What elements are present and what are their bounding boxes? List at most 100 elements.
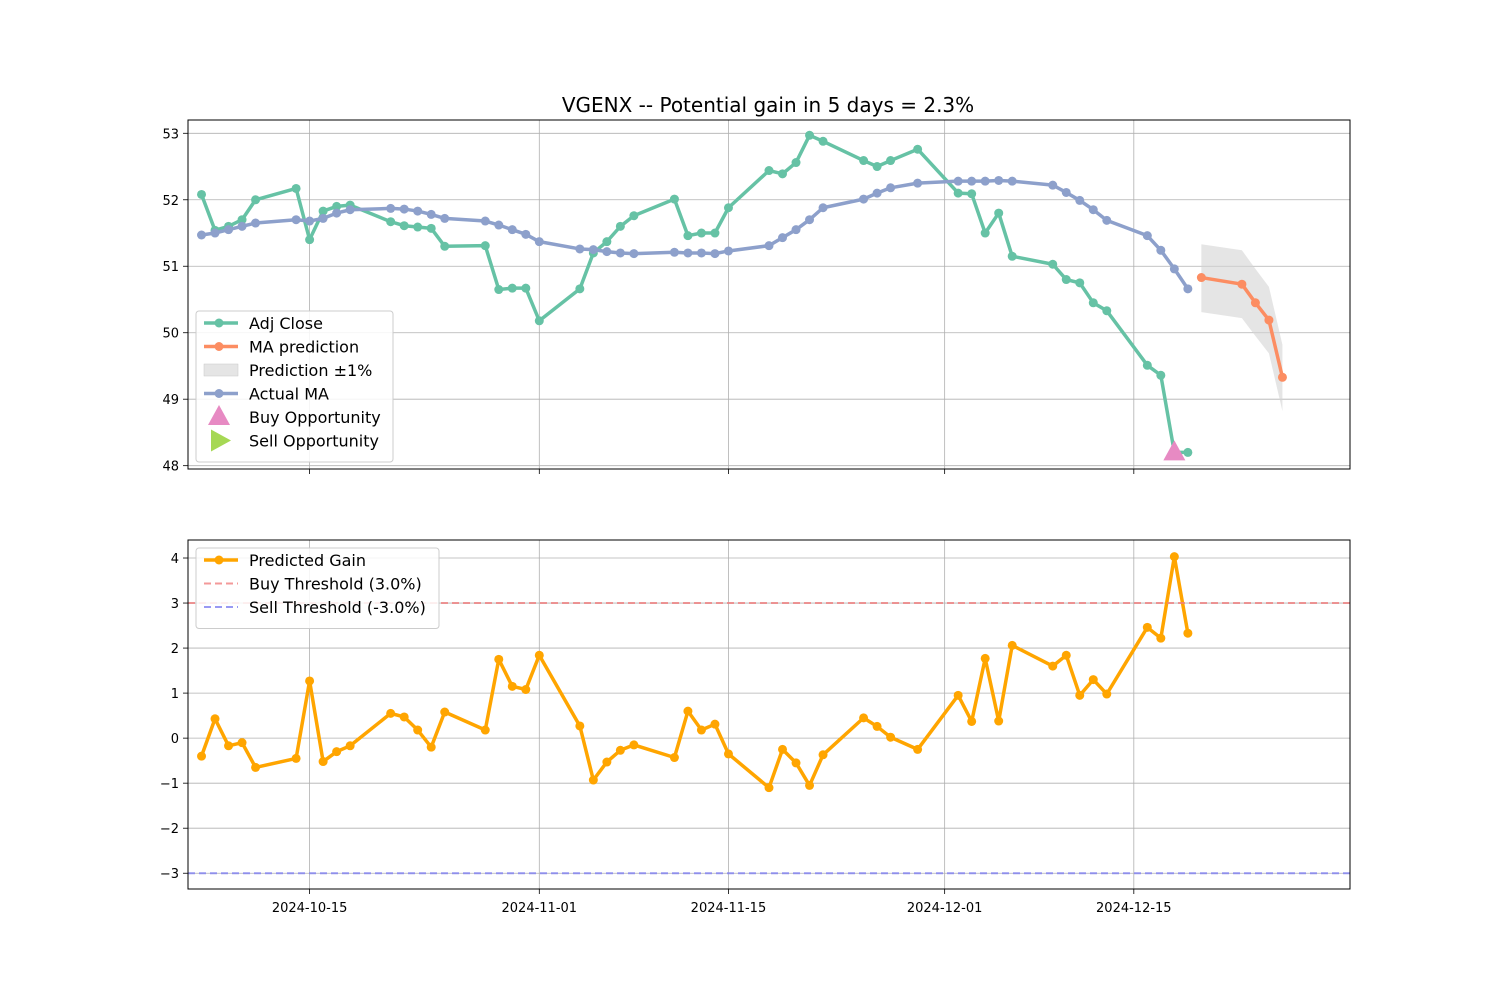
predicted-gain-point xyxy=(413,725,423,735)
actual-ma-point xyxy=(251,218,261,228)
adj-close-point xyxy=(805,130,815,140)
ma-prediction-point xyxy=(1264,315,1274,325)
adj-close-point xyxy=(994,208,1004,218)
legend-swatch-point xyxy=(214,318,224,328)
legend-swatch-point xyxy=(214,342,224,351)
adj-close-point xyxy=(1048,259,1058,269)
actual-ma-point xyxy=(575,244,585,254)
predicted-gain-point xyxy=(1075,690,1085,700)
legend-label: MA prediction xyxy=(249,338,359,357)
predicted-gain-point xyxy=(507,681,517,691)
x-tick-label: 2024-11-15 xyxy=(691,901,767,916)
predicted-gain-point xyxy=(440,707,450,717)
actual-ma-point xyxy=(345,205,355,215)
adj-close-point xyxy=(521,283,531,293)
actual-ma-point xyxy=(602,247,612,257)
legend-label: Sell Threshold (-3.0%) xyxy=(249,598,426,617)
axes-frame xyxy=(187,539,1351,890)
adj-close-point xyxy=(318,206,328,216)
y-tick-label: 48 xyxy=(162,460,179,475)
prediction-band xyxy=(1201,244,1283,412)
legend-swatch-point xyxy=(214,389,224,398)
predicted-gain-point xyxy=(1142,622,1152,632)
predicted-gain-point xyxy=(1088,675,1098,685)
y-tick-label: 3 xyxy=(171,597,179,612)
predicted-gain-point xyxy=(305,676,315,686)
predicted-gain-point xyxy=(764,783,774,793)
y-tick-label: −2 xyxy=(160,822,179,837)
x-tick-label: 2024-12-15 xyxy=(1096,901,1172,916)
actual-ma-point xyxy=(859,194,869,204)
actual-ma-point xyxy=(696,248,706,258)
actual-ma-point xyxy=(386,203,396,213)
adj-close-point xyxy=(1061,275,1071,285)
actual-ma-point xyxy=(332,208,342,218)
actual-ma-point xyxy=(237,221,247,231)
predicted-gain-point xyxy=(778,744,788,754)
predicted-gain-point xyxy=(426,742,436,752)
adj-close-point xyxy=(507,283,517,293)
ma-prediction-point xyxy=(1250,298,1260,308)
top-plot-panel: 48 49 50 51 52 53 Adj Close MA prediction Predic… xyxy=(162,119,1351,475)
actual-ma-point xyxy=(994,175,1004,185)
actual-ma-point xyxy=(399,204,409,214)
actual-ma-point xyxy=(1142,231,1152,241)
y-tick-label: 0 xyxy=(171,732,179,747)
legend-box xyxy=(195,547,440,629)
y-tick-label: 52 xyxy=(162,194,179,209)
predicted-gain-point xyxy=(480,725,490,735)
actual-ma-point xyxy=(224,225,234,235)
x-tick-label: 2024-12-01 xyxy=(907,901,983,916)
axes-frame xyxy=(187,119,1351,470)
adj-close-point xyxy=(575,284,585,294)
predicted-gain-point xyxy=(318,757,328,767)
adj-close-point xyxy=(710,228,720,238)
legend-label: Predicted Gain xyxy=(249,551,366,570)
adj-close-point xyxy=(683,231,693,241)
actual-ma-point xyxy=(588,245,598,255)
predicted-gain-point xyxy=(980,653,990,663)
actual-ma-point xyxy=(805,215,815,225)
y-tick-label: 53 xyxy=(162,127,179,142)
predicted-gain-point xyxy=(805,780,815,790)
adj-close-point xyxy=(440,241,450,251)
actual-ma-point xyxy=(1088,205,1098,215)
predicted-gain-point xyxy=(1169,552,1179,562)
actual-ma-point xyxy=(1075,195,1085,205)
predicted-gain-point xyxy=(1061,650,1071,660)
actual-ma-point xyxy=(791,225,801,235)
actual-ma-point xyxy=(629,249,639,259)
adj-close-point xyxy=(1075,278,1085,288)
predicted-gain-point xyxy=(967,716,977,726)
predicted-gain-point xyxy=(1048,661,1058,671)
predicted-gain-point xyxy=(629,740,639,750)
adj-close-point xyxy=(480,241,490,251)
adj-close-point xyxy=(1102,306,1112,316)
legend-label: Prediction ±1% xyxy=(249,361,372,380)
adj-close-point xyxy=(872,162,882,172)
adj-close-point xyxy=(818,136,828,146)
predicted-gain-point xyxy=(683,706,693,716)
actual-ma-point xyxy=(886,183,896,193)
adj-close-point xyxy=(629,211,639,221)
predicted-gain-point xyxy=(602,757,612,767)
adj-close-point xyxy=(426,223,436,233)
actual-ma-point xyxy=(197,230,207,240)
predicted-gain-point xyxy=(1007,640,1017,650)
actual-ma-point xyxy=(426,209,436,219)
actual-ma-point xyxy=(1061,187,1071,197)
actual-ma-point xyxy=(764,241,774,251)
adj-close-point xyxy=(197,189,207,199)
actual-ma-point xyxy=(534,237,544,247)
y-tick-label: −1 xyxy=(160,777,179,792)
adj-close-point xyxy=(859,156,869,166)
y-tick-label: 50 xyxy=(162,327,179,342)
predicted-gain-point xyxy=(332,747,342,757)
legend-swatch-point xyxy=(214,555,224,565)
actual-ma-point xyxy=(440,213,450,223)
predicted-gain-point xyxy=(791,758,801,768)
actual-ma-point xyxy=(980,176,990,186)
predicted-gain-point xyxy=(399,712,409,722)
legend-label: Adj Close xyxy=(249,314,323,333)
